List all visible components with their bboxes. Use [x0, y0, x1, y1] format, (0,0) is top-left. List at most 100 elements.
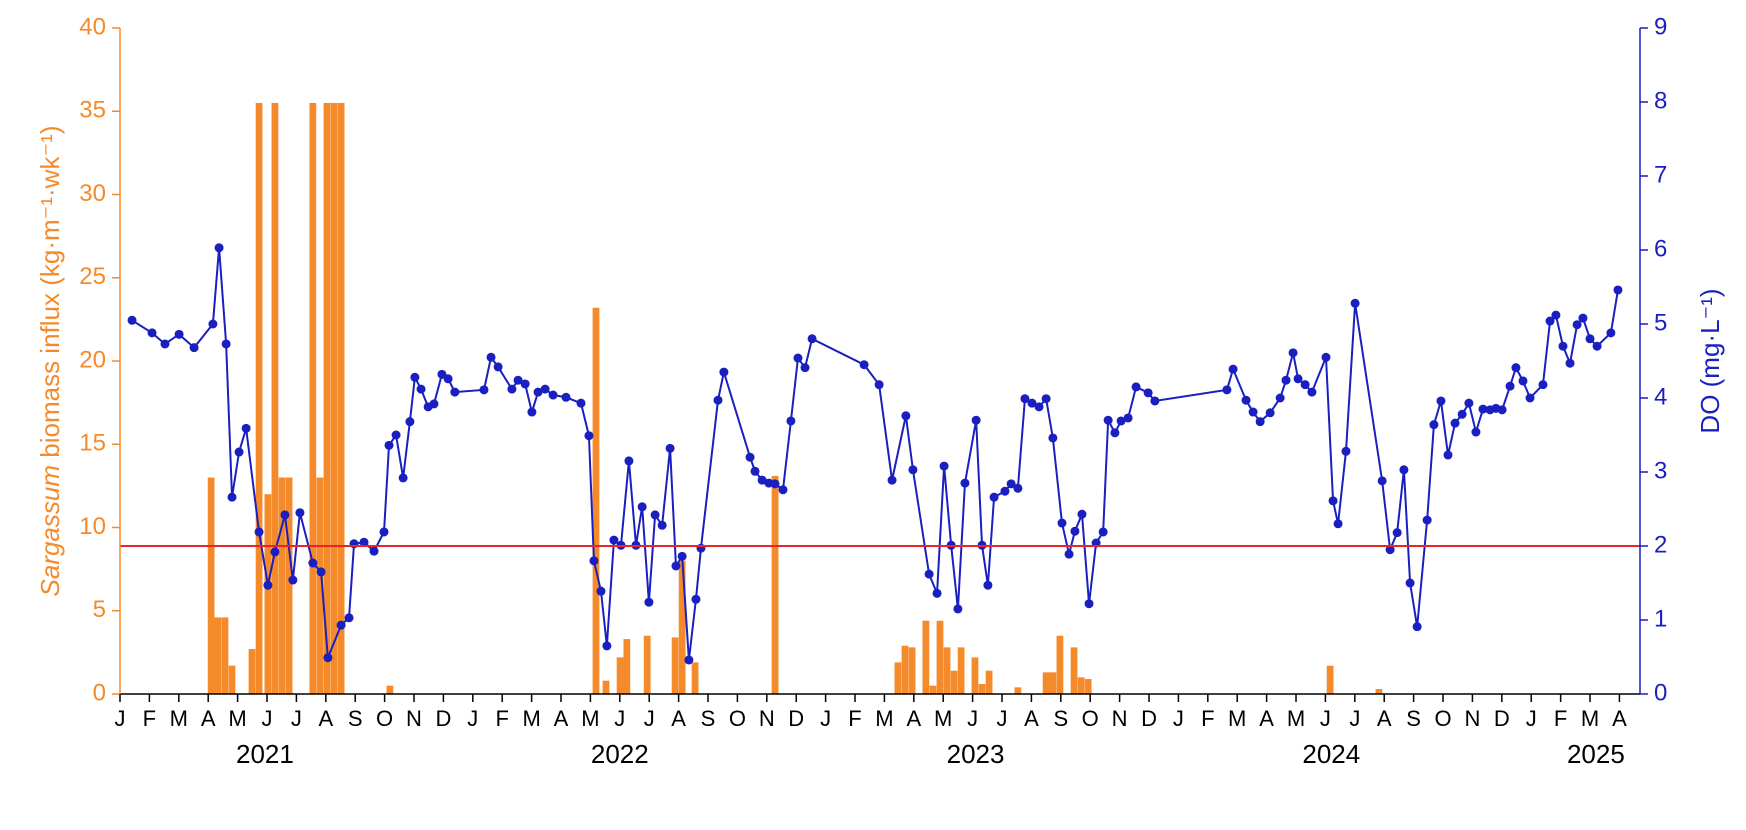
year-label: 2021 [236, 739, 294, 769]
point [416, 384, 426, 394]
bar [264, 494, 272, 694]
point [1064, 549, 1074, 559]
point [410, 372, 420, 382]
x-tick-label: D [788, 706, 804, 731]
point [953, 604, 963, 614]
point [1377, 476, 1387, 486]
y2-tick-label: 7 [1654, 161, 1667, 188]
y-tick-label: 30 [79, 180, 106, 207]
point [1613, 285, 1623, 295]
point [1592, 341, 1602, 351]
point [1399, 465, 1409, 475]
bar [901, 645, 909, 694]
point [576, 398, 586, 408]
point [901, 411, 911, 421]
bar [1056, 635, 1064, 694]
point [323, 653, 333, 663]
point [1275, 393, 1285, 403]
point [561, 392, 571, 402]
bar [978, 684, 986, 694]
point [1288, 348, 1298, 358]
bar [623, 639, 631, 694]
bar [309, 102, 317, 695]
point [1511, 363, 1521, 373]
x-tick-label: D [435, 706, 451, 731]
y2-tick-label: 9 [1654, 13, 1667, 40]
point [486, 352, 496, 362]
point [1222, 385, 1232, 395]
point [540, 384, 550, 394]
point [1321, 352, 1331, 362]
point [1606, 328, 1616, 338]
point [786, 416, 796, 426]
bar [278, 477, 286, 694]
point [369, 546, 379, 556]
point [1110, 428, 1120, 438]
point [874, 380, 884, 390]
bar [678, 560, 686, 694]
bar [1084, 679, 1092, 694]
y-tick-label: 35 [79, 97, 106, 124]
x-tick-label: M [1228, 706, 1246, 731]
bar [616, 657, 624, 694]
x-tick-label: A [1259, 706, 1274, 731]
point [1497, 405, 1507, 415]
y-tick-label: 25 [79, 263, 106, 290]
point [359, 537, 369, 547]
point [684, 655, 694, 665]
year-label: 2023 [947, 739, 1005, 769]
x-tick-label: J [997, 706, 1008, 731]
point [384, 440, 394, 450]
point [713, 395, 723, 405]
point [1471, 427, 1481, 437]
point [989, 492, 999, 502]
x-tick-label: S [1406, 706, 1421, 731]
point [391, 430, 401, 440]
x-tick-label: A [1024, 706, 1039, 731]
x-tick-label: O [729, 706, 746, 731]
point [308, 558, 318, 568]
point [1464, 398, 1474, 408]
x-tick-label: A [1612, 706, 1627, 731]
y-axis-title: Sargassum biomass influx (kg·m⁻¹·wk⁻¹) [35, 126, 65, 597]
x-tick-label: D [1494, 706, 1510, 731]
x-tick-label: S [348, 706, 363, 731]
point [939, 461, 949, 471]
bar [330, 102, 338, 695]
x-tick-label: A [671, 706, 686, 731]
point [405, 417, 415, 427]
y-tick-label: 40 [79, 13, 106, 40]
point [983, 580, 993, 590]
bar [255, 102, 263, 695]
point [1565, 358, 1575, 368]
x-tick-label: J [291, 706, 302, 731]
point [513, 375, 523, 385]
point [174, 329, 184, 339]
point [1150, 396, 1160, 406]
point [336, 620, 346, 630]
x-tick-label: M [228, 706, 246, 731]
bar [971, 657, 979, 694]
point [1070, 526, 1080, 536]
point [1293, 374, 1303, 384]
x-tick-label: S [701, 706, 716, 731]
point [1006, 479, 1016, 489]
point [1429, 420, 1439, 430]
point [908, 465, 918, 475]
point [778, 485, 788, 495]
x-tick-label: O [376, 706, 393, 731]
bar [908, 647, 916, 694]
point [924, 569, 934, 579]
y2-tick-label: 2 [1654, 531, 1667, 558]
point [1572, 320, 1582, 330]
point [527, 407, 537, 417]
bar [316, 477, 324, 694]
x-tick-label: D [1141, 706, 1157, 731]
x-tick-label: N [1464, 706, 1480, 731]
point [221, 339, 231, 349]
bar [285, 477, 293, 694]
point [316, 567, 326, 577]
point [609, 535, 619, 545]
x-tick-label: J [1320, 706, 1331, 731]
